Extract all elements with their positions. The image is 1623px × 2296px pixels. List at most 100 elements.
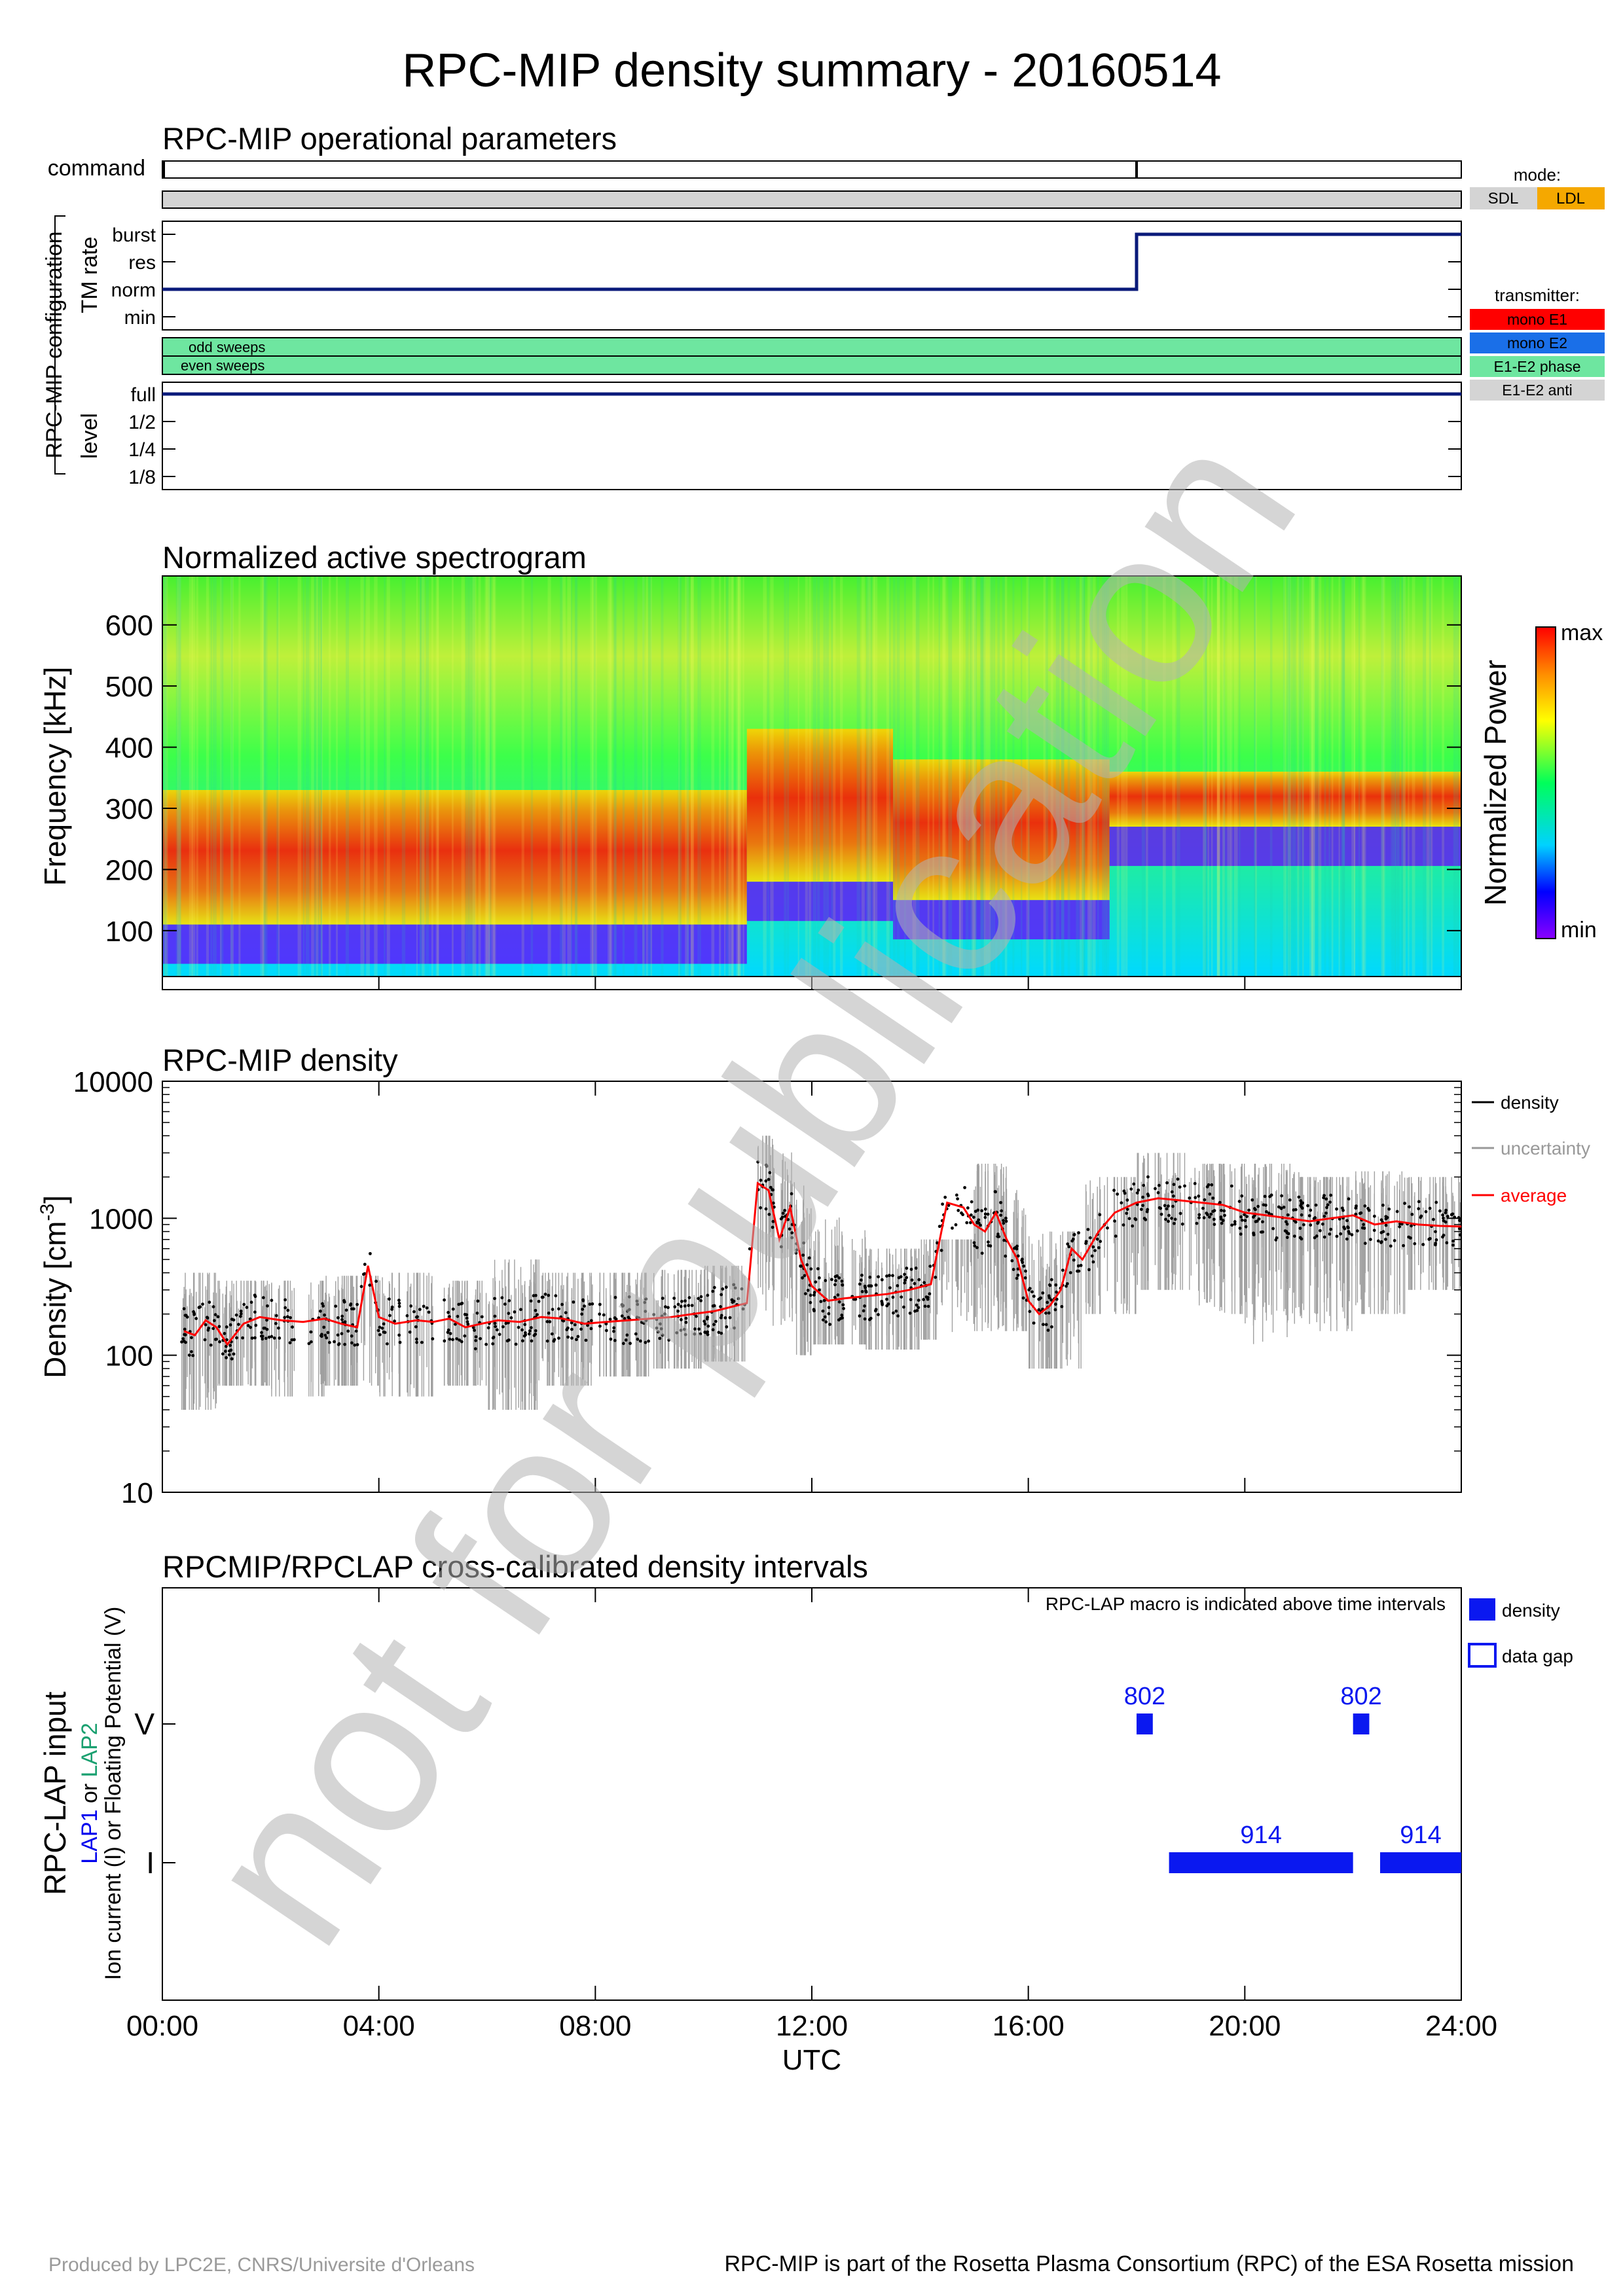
spectrogram-streak — [1050, 576, 1053, 977]
density-point — [356, 1343, 359, 1346]
time-tick-label: 04:00 — [343, 2010, 415, 2042]
density-point — [682, 1327, 686, 1331]
density-point — [941, 1202, 944, 1206]
density-point — [1165, 1207, 1169, 1211]
density-point — [457, 1302, 461, 1306]
density-point — [724, 1285, 728, 1289]
density-point — [520, 1339, 524, 1343]
density-point — [1002, 1219, 1005, 1223]
density-point — [591, 1302, 594, 1306]
density-point — [380, 1326, 384, 1330]
density-panel: RPC-MIP density 10 100 1000 10000 Density [… — [37, 1043, 1590, 1509]
mode-legend-sdl: SDL — [1470, 187, 1537, 209]
density-point — [1367, 1208, 1371, 1212]
spectrogram-streak — [826, 576, 830, 977]
density-point — [741, 1307, 745, 1311]
density-point — [983, 1208, 987, 1211]
density-point — [894, 1309, 898, 1313]
spectrogram-streak — [1239, 576, 1241, 977]
density-point — [1444, 1211, 1448, 1215]
density-point — [703, 1331, 707, 1334]
spectrogram-streak — [719, 576, 721, 977]
density-point — [676, 1309, 680, 1313]
density-point — [1022, 1265, 1026, 1268]
spectrogram-streak — [1028, 576, 1030, 977]
density-point — [625, 1333, 629, 1337]
density-point — [363, 1263, 367, 1266]
density-ytick-label: 10 — [121, 1477, 153, 1509]
density-point — [1157, 1183, 1161, 1187]
density-point — [208, 1300, 211, 1304]
density-point — [896, 1283, 900, 1287]
density-point — [1213, 1223, 1216, 1227]
mode-legend-ldl: LDL — [1537, 187, 1605, 209]
spectrogram-streak — [465, 576, 469, 977]
density-point — [1167, 1213, 1171, 1217]
density-point — [180, 1340, 183, 1344]
density-point — [1211, 1196, 1215, 1200]
density-point — [695, 1314, 698, 1318]
density-point — [213, 1313, 217, 1317]
density-point — [1372, 1214, 1376, 1218]
spectrogram-streak — [912, 576, 917, 977]
density-point — [814, 1280, 818, 1284]
density-point — [480, 1315, 484, 1319]
spectrogram-streak — [1353, 576, 1356, 977]
density-point — [858, 1314, 862, 1318]
density-point — [378, 1333, 382, 1336]
spectrogram-streak — [1297, 576, 1300, 977]
density-point — [1292, 1234, 1296, 1238]
density-point — [225, 1355, 228, 1359]
density-point — [980, 1251, 984, 1255]
spectrogram-streak — [915, 576, 920, 977]
density-point — [957, 1209, 960, 1212]
density-point — [679, 1304, 683, 1308]
density-point — [319, 1309, 322, 1313]
transmitter-phase-label: E1-E2 phase — [1494, 358, 1581, 375]
density-point — [976, 1208, 980, 1212]
density-point — [1326, 1203, 1330, 1207]
density-point — [408, 1330, 412, 1334]
density-point — [1322, 1214, 1326, 1218]
density-point — [1300, 1213, 1304, 1217]
density-point — [283, 1316, 287, 1319]
spectrogram-streak — [486, 576, 490, 977]
spectrogram-streak — [1359, 576, 1360, 977]
density-point — [795, 1248, 799, 1252]
density-point — [647, 1339, 650, 1343]
density-point — [447, 1310, 450, 1314]
spectrogram-streak — [1216, 576, 1220, 977]
density-point — [350, 1341, 354, 1345]
density-point — [768, 1171, 772, 1175]
density-point — [581, 1308, 585, 1311]
density-point — [675, 1331, 679, 1335]
density-point — [994, 1190, 997, 1194]
density-point — [1172, 1183, 1176, 1187]
time-tick-label: 16:00 — [993, 2010, 1065, 2042]
lap-macro-label: 802 — [1340, 1683, 1381, 1710]
density-point — [1219, 1208, 1223, 1212]
density-point — [621, 1304, 625, 1308]
density-point — [1389, 1244, 1393, 1248]
density-point — [448, 1332, 452, 1335]
spectrogram-streak — [575, 576, 578, 977]
spectrogram-streak — [431, 576, 433, 977]
density-point — [1285, 1231, 1289, 1235]
density-point — [806, 1289, 810, 1292]
density-point — [239, 1314, 242, 1318]
spectrogram-streak — [1097, 576, 1099, 977]
density-point — [781, 1211, 785, 1215]
density-point — [705, 1317, 709, 1321]
density-point — [1260, 1230, 1263, 1234]
lap-ylabel: RPC-LAP input — [38, 1691, 72, 1895]
density-point — [717, 1331, 721, 1335]
density-point — [924, 1295, 928, 1299]
density-point — [725, 1325, 729, 1329]
density-point — [1413, 1242, 1417, 1246]
density-point — [418, 1308, 422, 1312]
density-point — [589, 1327, 593, 1331]
density-point — [1137, 1188, 1140, 1192]
spectrogram-streak — [238, 576, 241, 977]
density-point — [572, 1300, 575, 1304]
density-point — [309, 1330, 313, 1334]
